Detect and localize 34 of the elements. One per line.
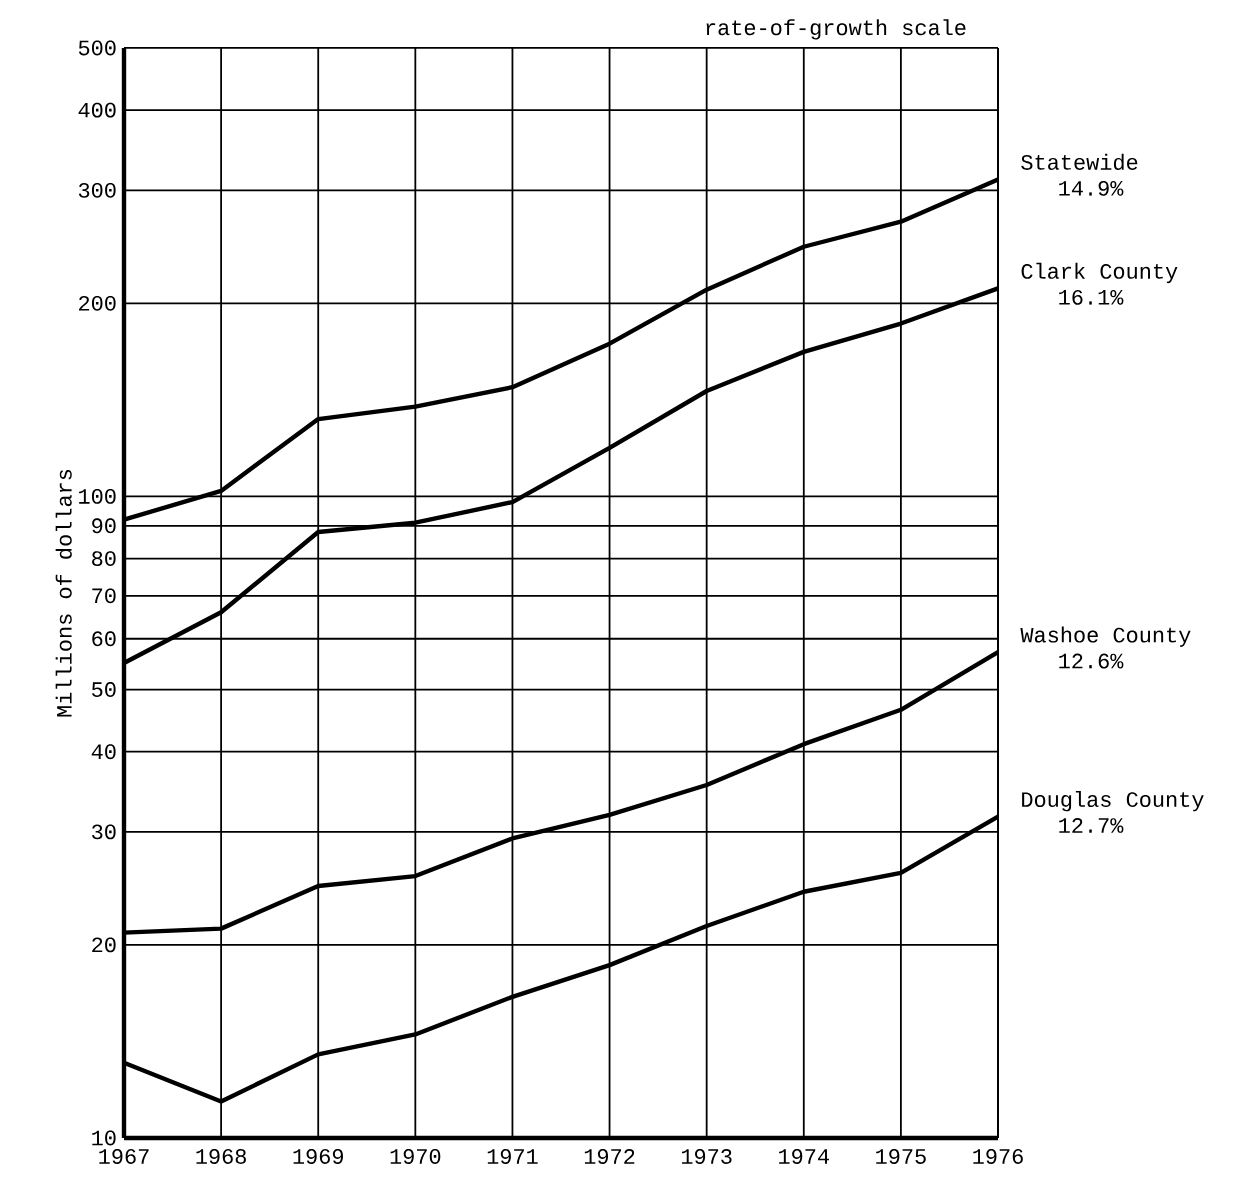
x-tick-label: 1976 — [973, 1149, 1023, 1164]
series-label: Clark County — [1021, 262, 1178, 284]
x-tick-label: 1972 — [584, 1149, 635, 1164]
y-tick-label: 40 — [91, 744, 116, 760]
x-tick-label: 1973 — [681, 1149, 732, 1164]
y-tick-label: 10 — [92, 1130, 116, 1146]
series-label: Washoe County — [1020, 626, 1191, 647]
x-tick-label: 1970 — [390, 1149, 441, 1164]
y-tick-label: 60 — [92, 631, 116, 647]
y-tick-label: 90 — [92, 518, 116, 534]
text: 14.9% — [1059, 180, 1124, 196]
text: 12.7% — [1059, 818, 1124, 833]
series-label: Statewide — [1021, 153, 1138, 170]
x-tick-label: 1969 — [293, 1149, 343, 1164]
y-tick-label: 70 — [92, 588, 116, 604]
x-tick-label: 1968 — [196, 1149, 246, 1164]
x-tick-label: 1967 — [99, 1149, 149, 1164]
series-label: Douglas County — [1022, 790, 1204, 812]
y-tick-label: 30 — [92, 824, 116, 840]
x-tick-label: 1971 — [487, 1149, 538, 1164]
x-tick-label: 1975 — [876, 1149, 926, 1164]
y-tick-label: 500 — [78, 40, 116, 56]
y-tick-label: 400 — [78, 102, 116, 118]
y-tick-label: 20 — [92, 937, 116, 953]
y-tick-label: 100 — [79, 488, 116, 504]
text: 12.6% — [1059, 653, 1124, 669]
text: rate-of-growth scale — [706, 19, 966, 40]
y-tick-label: 80 — [92, 551, 116, 567]
y-tick-label: 50 — [92, 682, 116, 697]
y-axis-title: Millions of dollars — [55, 469, 72, 717]
text: 16.1% — [1059, 289, 1124, 305]
y-tick-label: 300 — [78, 182, 116, 198]
x-tick-label: 1974 — [779, 1149, 829, 1164]
y-tick-label: 200 — [79, 295, 116, 311]
